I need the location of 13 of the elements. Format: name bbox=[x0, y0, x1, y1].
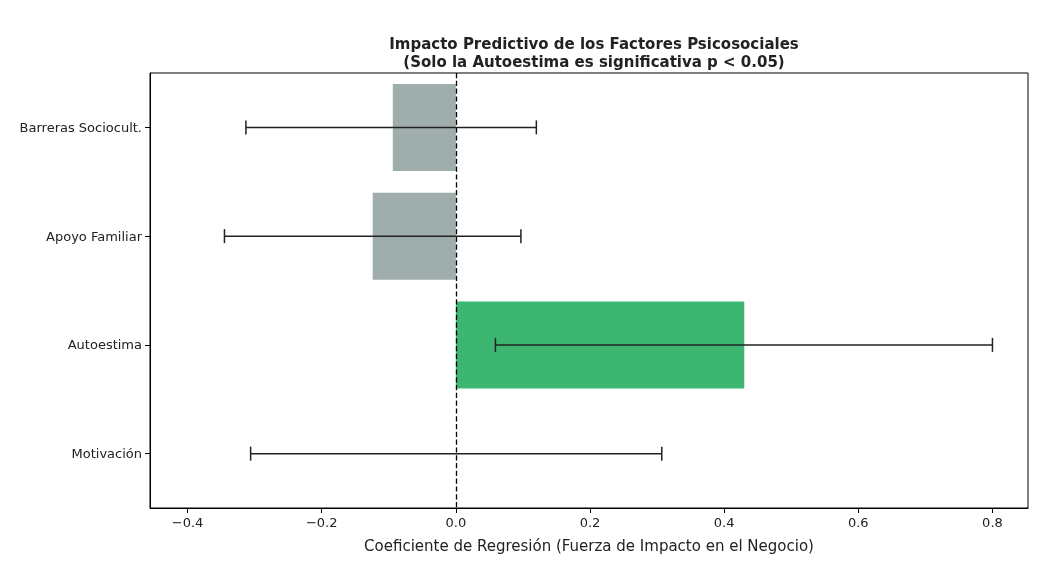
x-tick-label: 0.4 bbox=[713, 515, 735, 530]
x-axis-title: Coeficiente de Regresión (Fuerza de Impacto en el Negocio) bbox=[364, 536, 814, 555]
y-tick-label: Autoestima bbox=[67, 337, 142, 353]
x-tick-label: −0.4 bbox=[171, 515, 204, 530]
x-tick-label: 0.8 bbox=[982, 515, 1003, 530]
x-tick-label: −0.2 bbox=[305, 515, 338, 530]
x-tick-label: 0.6 bbox=[847, 515, 869, 530]
y-tick-label: Barreras Sociocult. bbox=[19, 119, 142, 135]
x-tick-label: 0.0 bbox=[445, 515, 467, 530]
x-tick-label: 0.2 bbox=[579, 515, 601, 530]
y-tick-label: Motivación bbox=[71, 446, 142, 462]
chart-title: Impacto Predictivo de los Factores Psicosociales (Solo la Autoestima es significativa p < 0.05) bbox=[389, 35, 799, 71]
y-tick-label: Apoyo Familiar bbox=[46, 228, 143, 244]
